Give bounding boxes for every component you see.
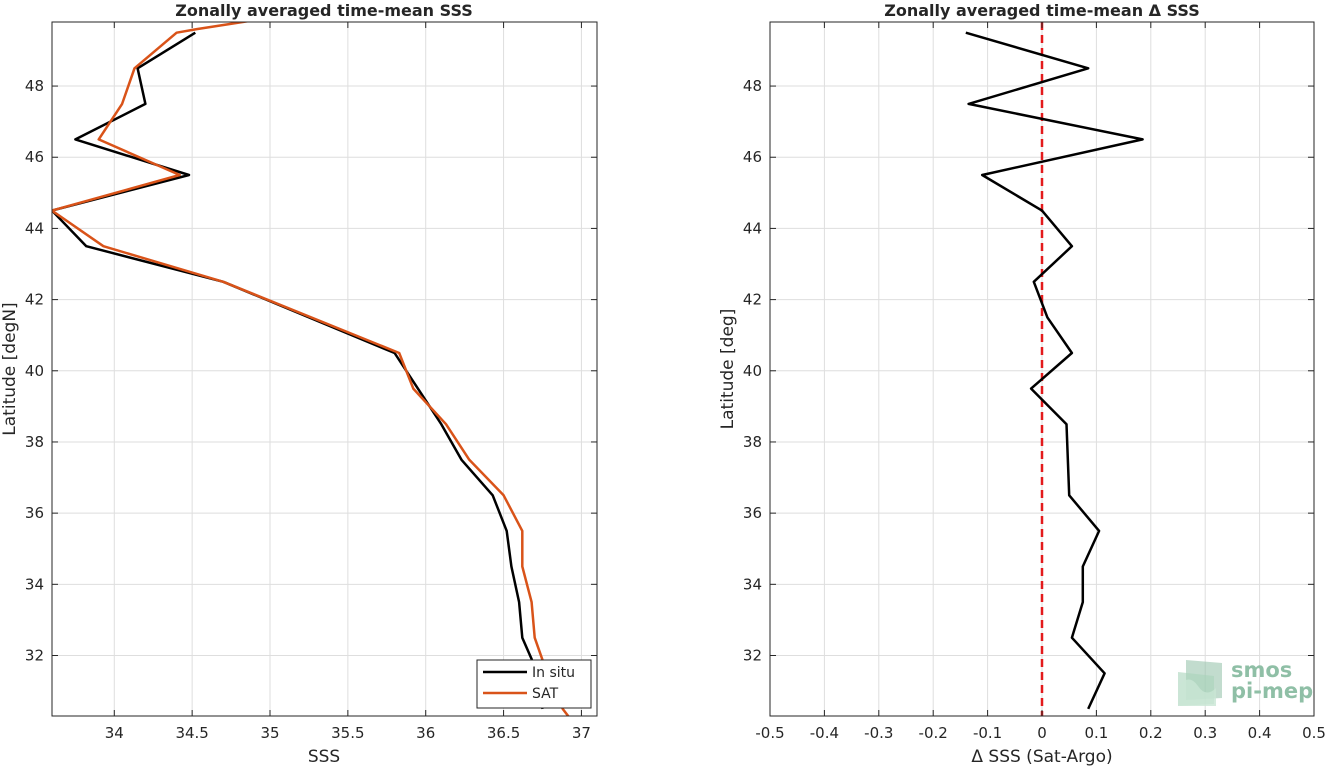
left-xtick-label: 37 (572, 724, 591, 742)
right-ytick-label: 38 (743, 433, 762, 451)
left-chart-axes-box (51, 21, 598, 717)
right-xtick-label: 0.5 (1302, 724, 1326, 742)
right-chart-ylabel: Latitude [deg] (718, 309, 738, 430)
right-xtick-label: 0.4 (1248, 724, 1272, 742)
right-ytick-label: 42 (743, 291, 762, 309)
left-xtick-label: 34.5 (175, 724, 208, 742)
right-xtick-label: -0.3 (864, 724, 893, 742)
left-xtick-label: 34 (105, 724, 124, 742)
right-xtick-label: 0.1 (1084, 724, 1108, 742)
left-ytick-label: 32 (25, 646, 44, 664)
left-chart-ticks: 34 34.5 35 35.5 36 36.5 37 32 34 36 38 40 42 44 46 48 (25, 22, 597, 742)
left-series-line-in-situ (52, 31, 544, 710)
right-ytick-label: 40 (743, 362, 762, 380)
right-ytick-label: 48 (743, 77, 762, 95)
right-chart-ticks: -0.5 -0.4 -0.3 -0.2 -0.1 0 0.1 0.2 0.3 0.4 0.5 32 34… (743, 22, 1326, 742)
right-xtick-label: -0.4 (810, 724, 839, 742)
left-xtick-label: 36.5 (487, 724, 520, 742)
left-ytick-label: 38 (25, 433, 44, 451)
right-xtick-label: -0.5 (755, 724, 784, 742)
left-ytick-label: 40 (25, 362, 44, 380)
right-chart-title: Zonally averaged time-mean Δ SSS (884, 1, 1200, 20)
left-ytick-label: 46 (25, 148, 44, 166)
left-ytick-label: 34 (25, 575, 44, 593)
left-chart-lines (52, 22, 570, 716)
left-ytick-label: 44 (25, 219, 44, 237)
legend-label-in-situ: In situ (532, 665, 575, 681)
left-xtick-label: 35 (260, 724, 279, 742)
right-chart-panel: Zonally averaged time-mean Δ SSS -0.5 -0.… (718, 1, 1326, 766)
smos-pi-mep-logo: smos pi-mep (1178, 658, 1313, 706)
left-chart-panel: Zonally averaged time-mean SSS 34 34.5 35 3… (0, 1, 598, 766)
right-chart-lines (965, 31, 1144, 710)
left-ytick-label: 42 (25, 291, 44, 309)
right-chart-xlabel: Δ SSS (Sat-Argo) (971, 747, 1112, 766)
logo-text-line1: smos (1231, 658, 1292, 682)
right-ytick-label: 46 (743, 148, 762, 166)
right-ytick-label: 34 (743, 575, 762, 593)
legend: In situ SAT (476, 659, 592, 709)
logo-wave-icon (1178, 660, 1222, 706)
right-xtick-label: 0.2 (1139, 724, 1163, 742)
legend-label-sat: SAT (532, 686, 559, 702)
left-xtick-label: 35.5 (331, 724, 364, 742)
left-ytick-label: 36 (25, 504, 44, 522)
left-ytick-label: 48 (25, 77, 44, 95)
right-xtick-label: -0.2 (919, 724, 948, 742)
right-ytick-label: 36 (743, 504, 762, 522)
left-chart-xlabel: SSS (308, 747, 340, 766)
right-xtick-label: 0.3 (1193, 724, 1217, 742)
right-xtick-label: 0 (1037, 724, 1047, 742)
right-series-line-0 (965, 31, 1144, 710)
left-chart-ylabel: Latitude [degN] (0, 302, 20, 435)
left-chart-grid (52, 22, 597, 716)
left-series-line-sat (52, 22, 570, 716)
legend-box (476, 659, 592, 709)
left-xtick-label: 36 (416, 724, 435, 742)
left-chart-title: Zonally averaged time-mean SSS (175, 1, 473, 20)
right-ytick-label: 32 (743, 646, 762, 664)
logo-text-line2: pi-mep (1231, 679, 1313, 703)
right-xtick-label: -0.1 (973, 724, 1002, 742)
right-ytick-label: 44 (743, 219, 762, 237)
